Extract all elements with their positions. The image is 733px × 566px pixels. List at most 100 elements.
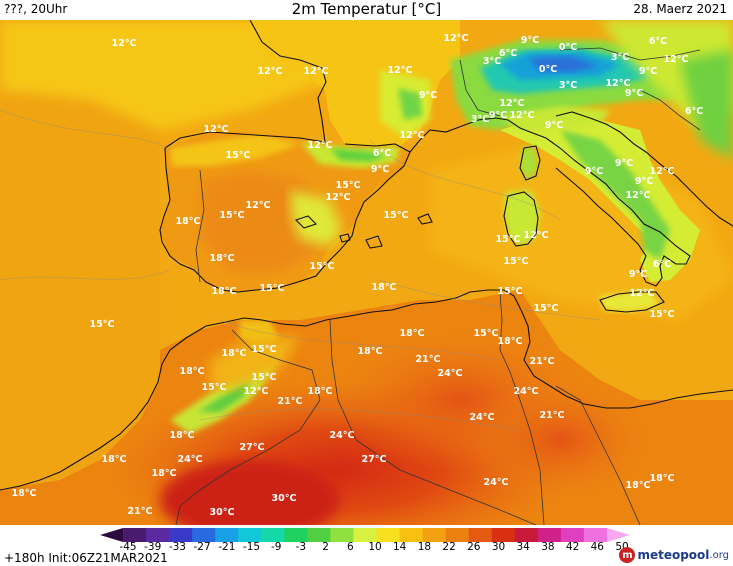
colorbar-segment <box>537 528 562 542</box>
temperature-label: 15°C <box>336 180 361 191</box>
temperature-label: 30°C <box>210 507 235 518</box>
colorbar-segment <box>307 528 331 542</box>
temperature-label: 15°C <box>202 382 227 393</box>
balkans-green <box>680 50 733 160</box>
temperature-label: 24°C <box>470 412 495 423</box>
colorbar-segment <box>491 528 516 542</box>
temperature-label: 27°C <box>240 442 265 453</box>
colorbar-tick-label: 30 <box>491 541 506 553</box>
temperature-label: 9°C <box>419 90 437 101</box>
temperature-label: 15°C <box>474 328 499 339</box>
colorbar-segment <box>560 528 585 542</box>
colorbar-max-arrow <box>606 528 630 542</box>
temperature-label: 12°C <box>524 230 549 241</box>
temperature-label: 18°C <box>180 366 205 377</box>
temperature-label: 6°C <box>685 106 703 117</box>
colorbar-tick-label: 34 <box>516 541 530 553</box>
temperature-label: 9°C <box>629 269 647 280</box>
colorbar-tick-label: 42 <box>565 541 580 553</box>
map-footer: -45 -39 -33 -27 -21 -15 -9 -3 2 6 10 14 18 22 26 30 34 38… <box>0 525 733 566</box>
temperature-label: 9°C <box>639 66 657 77</box>
colorbar-tick-label: 26 <box>467 541 481 553</box>
temperature-label: 15°C <box>384 210 409 221</box>
temperature-label: 15°C <box>252 372 277 383</box>
temperature-label: 3°C <box>483 56 501 67</box>
color-scale-ticks: -45 -39 -33 -27 -21 -15 -9 -3 2 6 10 14 18 22 26 30 34 38… <box>0 541 733 557</box>
temperature-label: 21°C <box>128 506 153 517</box>
map-header: ???, 20Uhr 2m Temperatur [°C] 28. Maerz … <box>0 0 733 20</box>
temperature-label: 18°C <box>626 480 651 491</box>
temperature-label: 12°C <box>258 66 283 77</box>
colorbar-segment <box>284 528 308 542</box>
colorbar-tick-label: -27 <box>193 541 211 553</box>
cantabrian-yellow <box>170 134 300 166</box>
temperature-label: 0°C <box>559 42 577 53</box>
temperature-label: 12°C <box>606 78 631 89</box>
temperature-label: 9°C <box>489 110 507 121</box>
temperature-label: 24°C <box>178 454 203 465</box>
colorbar-segment <box>238 528 262 542</box>
pyrenees-core <box>330 148 388 162</box>
colorbar-tick-label: 2 <box>322 541 329 553</box>
temperature-label: 18°C <box>650 473 675 484</box>
temperature-label: 30°C <box>272 493 297 504</box>
temperature-label: 3°C <box>559 80 577 91</box>
colorbar-segment <box>583 528 608 542</box>
temperature-label: 21°C <box>278 396 303 407</box>
colorbar-min-arrow <box>100 528 124 542</box>
brand-logo: m meteopool .org <box>619 547 729 563</box>
colorbar-tick-label: 10 <box>368 541 382 553</box>
temperature-label: 18°C <box>12 488 37 499</box>
temperature-label: 12°C <box>664 54 689 65</box>
temperature-label: 15°C <box>650 309 675 320</box>
colorbar-segment <box>399 528 424 542</box>
temperature-label: 18°C <box>102 454 127 465</box>
temperature-label: 24°C <box>484 477 509 488</box>
temperature-label: 6°C <box>649 36 667 47</box>
temperature-label: 12°C <box>626 190 651 201</box>
weekday-time-label: ???, 20Uhr <box>4 2 68 16</box>
temperature-label: 18°C <box>222 348 247 359</box>
temperature-map: 12°C12°C 12°C12°C 9°C12°C6°C3°C0°C0°C3°C6°… <box>0 20 733 525</box>
colorbar-tick-label: -39 <box>144 541 162 553</box>
temperature-label: 12°C <box>112 38 137 49</box>
forecast-date: 28. Maerz 2021 <box>633 2 727 16</box>
temperature-label: 12°C <box>246 200 271 211</box>
colorbar-tick-label: 38 <box>541 541 555 553</box>
colorbar-tick-label: -21 <box>218 541 236 553</box>
temperature-label: 9°C <box>615 158 633 169</box>
colorbar-tick-label: -3 <box>295 541 307 553</box>
temperature-label: 12°C <box>650 166 675 177</box>
colorbar-segment <box>376 528 401 542</box>
temperature-label: 24°C <box>438 368 463 379</box>
south-hot <box>160 460 340 525</box>
temperature-label: 9°C <box>521 35 539 46</box>
colorbar-segment <box>353 528 378 542</box>
temperature-label: 18°C <box>308 386 333 397</box>
colorbar-segment <box>422 528 447 542</box>
temperature-label: 24°C <box>330 430 355 441</box>
forecast-init-label: +180h Init:06Z21MAR2021 <box>4 551 168 565</box>
colorbar-tick-label: -33 <box>168 541 186 553</box>
alps-deepblue <box>530 56 598 72</box>
temperature-label: 12°C <box>244 386 269 397</box>
atlas-core <box>198 380 250 412</box>
temperature-label: 15°C <box>534 303 559 314</box>
colorbar-segment <box>215 528 239 542</box>
temperature-label: 15°C <box>496 234 521 245</box>
atlas-yellow <box>210 336 300 390</box>
meteopool-logo-icon: m <box>619 547 636 563</box>
temperature-label: 21°C <box>530 356 555 367</box>
temperature-label: 24°C <box>514 386 539 397</box>
temperature-label: 18°C <box>372 282 397 293</box>
colorbar-segment <box>330 528 354 542</box>
temperature-label: 12°C <box>204 124 229 135</box>
temperature-label: 18°C <box>176 216 201 227</box>
temperature-label: 9°C <box>371 164 389 175</box>
isotherms <box>0 109 601 431</box>
coastlines <box>0 20 733 491</box>
map-title: 2m Temperatur [°C] <box>291 0 442 18</box>
colorbar-tick-label: 6 <box>346 541 354 553</box>
temperature-label: 3°C <box>611 52 629 63</box>
temperature-label: 15°C <box>260 283 285 294</box>
